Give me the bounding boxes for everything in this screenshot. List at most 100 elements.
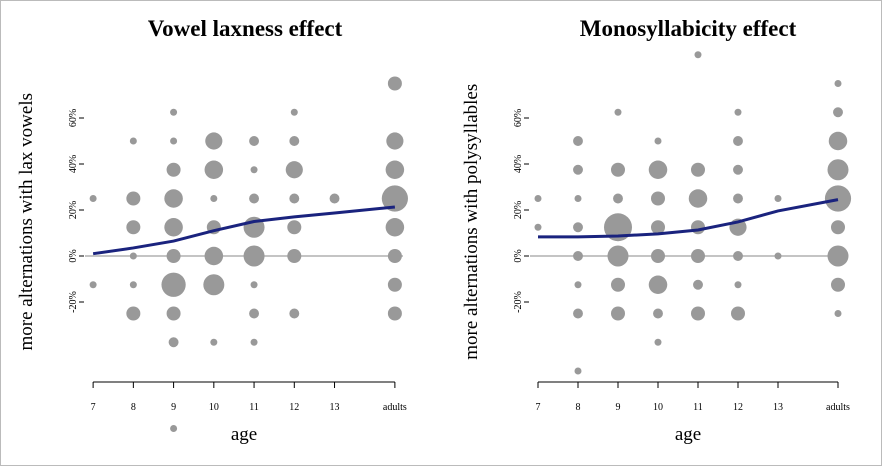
- x-tick-label: 12: [733, 402, 743, 413]
- x-tick-label: 11: [693, 402, 703, 413]
- trend-line: [92, 205, 396, 256]
- bubble: [611, 162, 625, 177]
- x-tick-label: 10: [209, 402, 219, 413]
- bubble: [653, 308, 663, 319]
- bubble: [691, 162, 705, 177]
- bubble: [654, 137, 662, 145]
- x-axis-label: age: [231, 424, 257, 445]
- y-tick-label: -20%: [68, 291, 79, 313]
- bubble: [733, 251, 743, 261]
- bubble: [534, 195, 542, 202]
- bubble: [688, 189, 708, 208]
- bubble: [774, 195, 782, 202]
- bubble: [89, 281, 97, 289]
- y-tick-label: 40%: [68, 155, 79, 173]
- x-tick-label: 13: [330, 402, 340, 413]
- bubble: [89, 195, 97, 202]
- bubble: [170, 137, 178, 145]
- bubble: [651, 220, 665, 235]
- bubble: [387, 277, 402, 292]
- bubble: [831, 277, 845, 292]
- x-tick-label: 12: [289, 402, 299, 413]
- bubble: [774, 252, 782, 260]
- bubble: [289, 193, 300, 204]
- x-tick-label: 7: [536, 402, 541, 413]
- x-tick-label: adults: [826, 402, 850, 413]
- bubble: [834, 80, 842, 87]
- bubble: [166, 249, 181, 263]
- bubble: [654, 338, 662, 346]
- y-tick-label: 60%: [513, 109, 524, 127]
- y-tick-label: 60%: [68, 109, 79, 127]
- bubble: [827, 245, 849, 267]
- bubble: [573, 164, 583, 175]
- x-tick-label: 9: [616, 402, 621, 413]
- bubble: [733, 164, 743, 175]
- bubble: [243, 245, 265, 267]
- bubble: [734, 108, 742, 116]
- bubble: [574, 367, 582, 375]
- x-tick-label: 11: [249, 402, 259, 413]
- y-axis-label: more alternations with polysyllables: [461, 84, 482, 360]
- chart-title: Monosyllabicity effect: [580, 16, 797, 41]
- y-axis-label: more alternations with lax vowels: [16, 93, 37, 351]
- x-tick-label: 10: [653, 402, 663, 413]
- x-tick-label: 9: [171, 402, 176, 413]
- bubble: [210, 195, 218, 202]
- bubble: [828, 131, 848, 151]
- bubble: [250, 166, 258, 174]
- x-tick-label: adults: [383, 402, 407, 413]
- bubble: [648, 160, 668, 180]
- x-axis-label: age: [675, 424, 701, 445]
- bubble: [329, 193, 340, 204]
- bubble: [613, 193, 623, 204]
- bubble: [126, 220, 141, 235]
- bubble: [691, 220, 705, 235]
- bubble: [287, 249, 302, 263]
- bubble: [385, 160, 405, 180]
- bubble: [289, 136, 300, 146]
- bubble: [574, 281, 582, 289]
- x-tick-label: 13: [773, 402, 783, 413]
- bubble: [651, 191, 665, 206]
- bubble: [573, 136, 583, 146]
- bubble: [204, 160, 224, 180]
- bubble: [164, 217, 183, 237]
- bubble: [573, 308, 583, 319]
- bubble: [129, 137, 137, 145]
- bubble: [733, 193, 743, 204]
- bubble: [691, 306, 705, 321]
- bubble: [607, 245, 629, 267]
- bubble: [534, 223, 542, 231]
- bubble: [734, 281, 742, 289]
- bubble: [694, 51, 702, 59]
- bubble: [126, 306, 141, 321]
- bubble: [827, 159, 849, 181]
- bubble: [731, 306, 745, 321]
- bubble: [166, 306, 181, 321]
- bubble: [611, 306, 625, 321]
- bubble: [170, 425, 178, 432]
- y-tick-label: 20%: [68, 201, 79, 219]
- bubble: [693, 279, 703, 290]
- bubble: [285, 161, 303, 179]
- bubble: [290, 108, 298, 116]
- y-tick-label: 40%: [513, 155, 524, 173]
- chart-title: Vowel laxness effect: [148, 16, 343, 41]
- trend-line: [538, 198, 839, 239]
- bubble: [249, 193, 260, 204]
- bubble: [386, 132, 404, 150]
- y-tick-label: 20%: [513, 201, 524, 219]
- bubble: [249, 308, 260, 319]
- bubble: [648, 275, 668, 295]
- bubble: [250, 281, 258, 289]
- bubble: [387, 249, 402, 263]
- bubble: [733, 136, 743, 146]
- bubble: [574, 195, 582, 202]
- bubble: [168, 337, 179, 348]
- bubble: [129, 252, 137, 260]
- bubble: [824, 185, 852, 212]
- y-tick-label: 0%: [68, 249, 79, 262]
- bubble: [691, 249, 705, 263]
